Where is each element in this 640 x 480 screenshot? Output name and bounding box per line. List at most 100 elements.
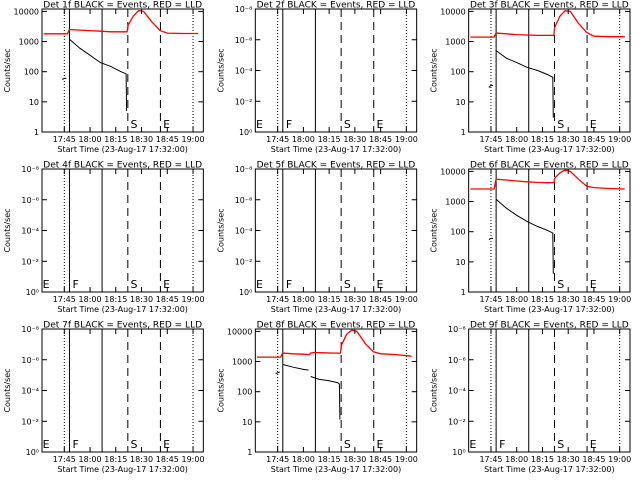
y-tick-label: 10000 [14,7,39,16]
plot-frame [254,328,418,453]
y-tick-label: 10⁻² [21,257,39,266]
interval-marker-s: S [557,278,564,291]
x-tick-label: 18:15 [531,455,554,464]
y-tick-label: 10⁻⁶ [448,356,466,365]
x-tick-label: 17:45 [53,455,76,464]
x-tick-label: 18:00 [79,135,102,144]
y-tick-label: 10 [29,98,39,107]
x-tick-label: 18:15 [531,135,554,144]
events-series-line [62,77,67,80]
interval-marker-e: E [43,278,50,291]
x-tick-label: 18:15 [318,455,341,464]
x-tick-label: 19:00 [608,135,631,144]
interval-marker-s: S [557,438,564,451]
x-axis-label: Start Time (23-Aug-17 17:32:00) [271,145,402,154]
plot-frame [41,328,204,453]
y-tick-label: 10⁻⁸ [448,325,466,334]
plot-frame [254,8,418,133]
x-tick-label: 18:30 [557,135,580,144]
x-tick-label: 18:15 [104,455,127,464]
x-tick-label: 19:00 [395,455,418,464]
x-tick-label: 18:00 [79,295,102,304]
x-axis-label: Start Time (23-Aug-17 17:32:00) [57,145,188,154]
y-tick-label: 10⁻⁴ [21,227,39,236]
panel-det-5: Det 5f BLACK = Events, RED = LLD E F S E 10⁰ 1… [216,161,418,315]
x-tick-label: 18:45 [582,295,605,304]
y-tick-label: 1000 [445,198,465,207]
interval-marker-s: S [131,438,138,451]
x-tick-label: 18:15 [318,295,341,304]
y-tick-label: 10 [242,418,252,427]
x-tick-label: 17:45 [53,135,76,144]
interval-marker-e: E [590,118,597,131]
x-tick-label: 19:00 [608,455,631,464]
interval-marker-s: S [131,278,138,291]
interval-marker-f: F [286,118,292,131]
y-tick-label: 10⁻⁸ [21,325,39,334]
x-tick-label: 18:00 [505,455,528,464]
y-tick-label: 1 [247,448,252,457]
y-axis-label: Counts/sec [430,208,439,252]
x-tick-label: 18:30 [130,455,153,464]
lld-series-line [470,10,625,38]
interval-marker-e: E [256,118,263,131]
panel-det-7: Det 7f BLACK = Events, RED = LLD E F S E 10⁰ 1… [3,321,205,475]
plot-frame [468,328,631,453]
panel-title: Det 6f BLACK = Events, RED = LLD [470,161,629,171]
interval-marker-s: S [344,278,351,291]
x-tick-label: 19:00 [182,455,205,464]
x-tick-label: 18:30 [343,135,366,144]
y-tick-label: 10⁻⁴ [21,387,39,396]
y-tick-label: 10⁻⁴ [235,67,253,76]
x-tick-label: 17:45 [479,455,502,464]
panel-det-8: Det 8f BLACK = Events, RED = LLD S E 1 10 100… [216,321,418,475]
x-tick-label: 18:00 [505,295,528,304]
x-axis-label: Start Time (23-Aug-17 17:32:00) [484,145,615,154]
panel-title: Det 3f BLACK = Events, RED = LLD [470,1,629,11]
interval-marker-e: E [43,438,50,451]
interval-marker-f: F [499,438,505,451]
y-axis-label: Counts/sec [216,368,225,412]
lld-series-line [257,329,412,358]
x-axis-label: Start Time (23-Aug-17 17:32:00) [484,465,615,474]
x-axis-label: Start Time (23-Aug-17 17:32:00) [271,465,402,474]
y-tick-label: 10⁻⁶ [235,196,253,205]
y-tick-label: 10⁻⁸ [235,165,253,174]
x-tick-label: 17:45 [266,455,289,464]
panel-title: Det 8f BLACK = Events, RED = LLD [257,321,416,331]
x-tick-label: 17:45 [479,295,502,304]
x-tick-label: 18:30 [557,295,580,304]
y-tick-label: 10 [455,258,465,267]
x-tick-label: 18:45 [156,295,179,304]
x-tick-label: 17:45 [266,135,289,144]
panel-det-1: Det 1f BLACK = Events, RED = LLD S E 1 10 100… [3,1,205,155]
y-tick-label: 10⁻² [235,97,253,106]
y-axis-label: Counts/sec [430,48,439,92]
y-tick-label: 10000 [440,7,465,16]
y-axis-label: Counts/sec [430,368,439,412]
panel-title: Det 4f BLACK = Events, RED = LLD [43,161,202,171]
y-tick-label: 1 [461,128,466,137]
interval-marker-e: E [376,278,383,291]
plot-frame [41,8,204,133]
x-tick-label: 19:00 [182,295,205,304]
y-tick-label: 10⁻² [448,417,466,426]
y-tick-label: 1 [461,288,466,297]
panel-title: Det 2f BLACK = Events, RED = LLD [257,1,416,11]
x-tick-label: 19:00 [395,295,418,304]
x-tick-label: 18:15 [104,135,127,144]
events-series-line [275,371,280,374]
y-tick-label: 10⁻⁴ [235,227,253,236]
y-tick-label: 10⁰ [26,448,39,457]
x-tick-label: 18:45 [156,455,179,464]
y-tick-label: 100 [237,388,252,397]
lld-series-line [43,10,199,35]
x-tick-label: 18:00 [292,455,315,464]
interval-marker-s: S [344,438,351,451]
x-tick-label: 18:30 [343,295,366,304]
x-tick-label: 18:00 [79,455,102,464]
interval-marker-e: E [590,278,597,291]
panel-det-6: Det 6f BLACK = Events, RED = LLD S E 1 10 100… [430,161,632,315]
x-tick-label: 18:45 [369,135,392,144]
